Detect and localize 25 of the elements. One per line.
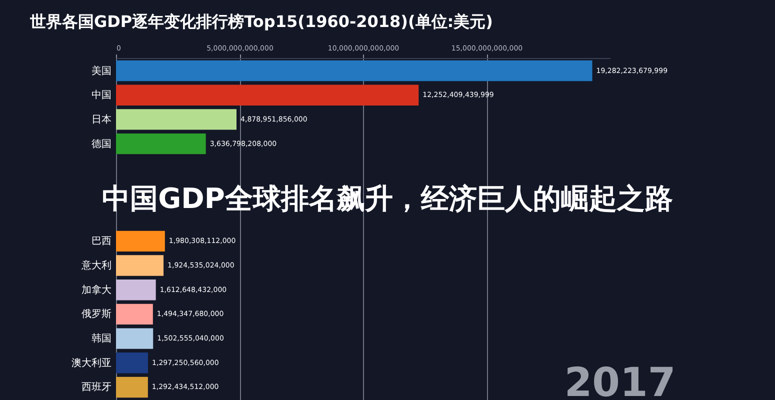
y-tick-label: 日本 — [92, 113, 112, 126]
bar — [116, 255, 164, 276]
annotation: 中国GDP全球排名飙升，经济巨人的崛起之路 — [102, 182, 673, 215]
y-tick-label: 西班牙 — [82, 381, 112, 394]
y-tick-label: 德国 — [92, 138, 112, 150]
annotation: 2017 — [564, 360, 676, 400]
bar — [116, 280, 156, 300]
bar — [116, 352, 148, 374]
y-tick-label: 巴西 — [92, 236, 112, 248]
y-tick-label: 韩国 — [92, 332, 112, 345]
bar — [116, 60, 592, 82]
y-tick-label: 加拿大 — [82, 284, 112, 296]
y-tick-label: 意大利 — [80, 260, 112, 272]
bar — [116, 133, 206, 154]
bar — [116, 84, 419, 106]
bar — [116, 109, 237, 130]
y-tick-label: 俄罗斯 — [82, 308, 112, 320]
y-tick-label: 美国 — [92, 64, 112, 77]
bar — [116, 328, 154, 349]
y-tick-label: 澳大利亚 — [72, 356, 112, 369]
bar — [116, 230, 165, 252]
y-tick-label: 中国 — [92, 89, 112, 102]
chart-title: 世界各国GDP逐年变化排行榜Top15(1960-2018)(单位:美元) — [29, 12, 493, 31]
bar — [116, 304, 153, 325]
bar — [116, 376, 148, 398]
